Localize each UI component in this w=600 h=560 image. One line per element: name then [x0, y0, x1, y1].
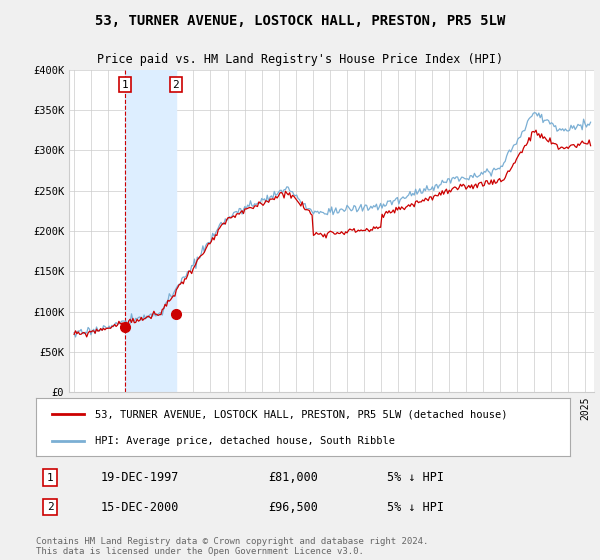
- Text: £96,500: £96,500: [268, 501, 318, 514]
- Text: 19-DEC-1997: 19-DEC-1997: [101, 471, 179, 484]
- Bar: [125, 70, 176, 392]
- Text: £81,000: £81,000: [268, 471, 318, 484]
- Text: Price paid vs. HM Land Registry's House Price Index (HPI): Price paid vs. HM Land Registry's House …: [97, 53, 503, 66]
- Text: 2: 2: [172, 80, 179, 90]
- Text: 5% ↓ HPI: 5% ↓ HPI: [387, 501, 444, 514]
- Text: 2: 2: [47, 502, 53, 512]
- Text: 5% ↓ HPI: 5% ↓ HPI: [387, 471, 444, 484]
- Text: 53, TURNER AVENUE, LOSTOCK HALL, PRESTON, PR5 5LW (detached house): 53, TURNER AVENUE, LOSTOCK HALL, PRESTON…: [95, 409, 507, 419]
- Text: HPI: Average price, detached house, South Ribble: HPI: Average price, detached house, Sout…: [95, 436, 395, 446]
- Text: Contains HM Land Registry data © Crown copyright and database right 2024.
This d: Contains HM Land Registry data © Crown c…: [36, 536, 428, 556]
- Text: 53, TURNER AVENUE, LOSTOCK HALL, PRESTON, PR5 5LW: 53, TURNER AVENUE, LOSTOCK HALL, PRESTON…: [95, 14, 505, 28]
- Text: 15-DEC-2000: 15-DEC-2000: [101, 501, 179, 514]
- Text: 1: 1: [47, 473, 53, 483]
- Text: 1: 1: [121, 80, 128, 90]
